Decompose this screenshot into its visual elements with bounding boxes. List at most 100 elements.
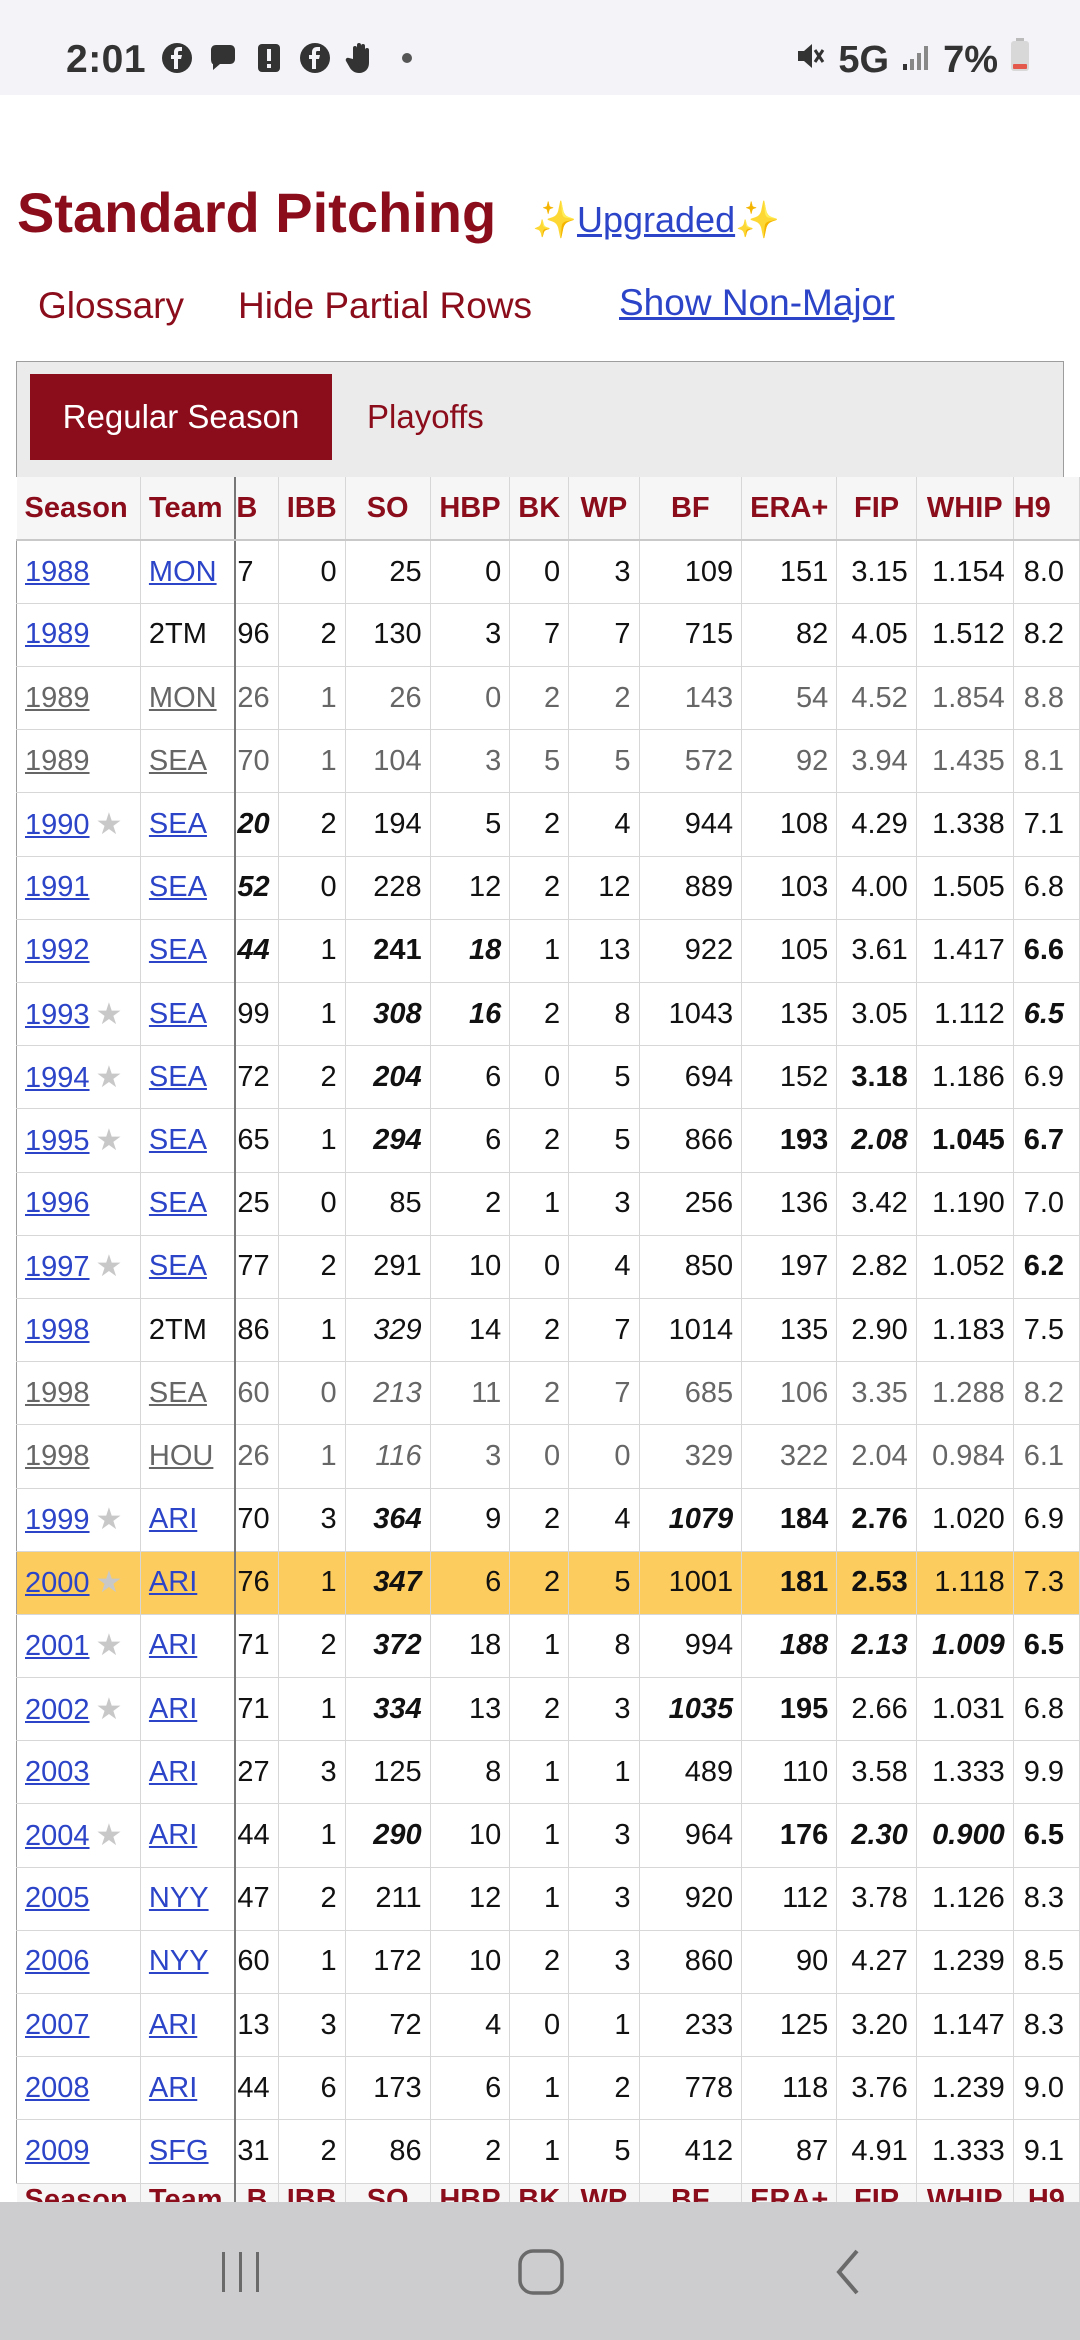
col-header-hbp[interactable]: HBP [430,477,511,542]
team-link[interactable]: SEA [148,744,207,777]
team-link[interactable]: SEA [148,871,207,904]
col-header-bf[interactable]: BF [639,477,743,542]
team-link[interactable]: NYY [148,1882,209,1915]
season-link[interactable]: 1993 [25,998,90,1031]
col-header-so[interactable]: SO [345,477,431,542]
glossary-link[interactable]: Glossary [38,285,184,326]
recent-apps-icon[interactable] [211,2242,271,2302]
stat-cell-whip: 0.900 [916,1803,1014,1868]
stat-cell-so: 290 [345,1803,431,1868]
team-link[interactable]: SEA [148,1250,207,1283]
season-link[interactable]: 1992 [25,934,90,967]
stat-cell-h9: 6.2 [1013,1235,1080,1299]
season-link[interactable]: 2006 [25,1945,90,1978]
team-link[interactable]: ARI [148,1819,198,1852]
footer-header-bk: BK [509,2183,570,2202]
home-icon[interactable] [511,2242,571,2302]
show-non-major-link[interactable]: Show Non-Major [619,282,895,323]
team-link[interactable]: ARI [148,1692,198,1725]
season-link[interactable]: 1995 [25,1124,90,1157]
team-link[interactable]: SEA [148,997,207,1030]
stat-cell-ibb: 0 [278,856,346,920]
team-link[interactable]: ARI [148,1503,198,1536]
table-row: 1996 SEA 25 0 85 2 1 3 256 136 3.42 1.190 7.0 [16,1172,1080,1236]
tab-regular-season[interactable]: Regular Season [30,374,332,460]
tab-playoffs[interactable]: Playoffs [367,398,484,435]
season-link[interactable]: 2003 [25,1755,90,1788]
season-link[interactable]: 1991 [25,871,90,904]
season-link[interactable]: 2008 [25,2071,90,2104]
season-link[interactable]: 1996 [25,1187,90,1220]
stat-cell-so: 125 [345,1740,431,1805]
team-link[interactable]: SEA [148,934,207,967]
season-link[interactable]: 2004 [25,1820,90,1853]
season-cell: 1991 [16,856,141,920]
col-header-fip[interactable]: FIP [836,477,917,542]
stat-cell-era-plus: 193 [741,1108,838,1173]
col-header-ibb[interactable]: IBB [278,477,346,542]
season-link[interactable]: 1989 [25,744,90,777]
stat-cell-fip: 3.61 [836,919,917,984]
back-icon[interactable] [818,2242,878,2302]
stat-cell-bf: 920 [639,1867,743,1931]
season-link[interactable]: 2001 [25,1630,90,1663]
stat-cell-b: 52 [235,856,279,920]
team-cell: ARI [140,1551,237,1615]
stat-cell-hbp: 3 [430,603,511,668]
stat-cell-ibb: 1 [278,729,346,794]
hide-partial-rows-link[interactable]: Hide Partial Rows [238,285,533,326]
season-link[interactable]: 2005 [25,1882,90,1915]
team-link[interactable]: ARI [148,2071,198,2104]
team-link[interactable]: SEA [148,1123,207,1156]
team-link[interactable]: ARI [148,1566,198,1599]
season-link[interactable]: 1997 [25,1251,90,1284]
col-header-h9[interactable]: H9 [1013,477,1080,542]
team-link[interactable]: ARI [148,2008,198,2041]
team-link[interactable]: SEA [148,1060,207,1093]
team-link[interactable]: SEA [148,808,207,841]
season-link[interactable]: 2007 [25,2008,90,2041]
team-link[interactable]: SEA [148,1376,207,1409]
season-link[interactable]: 1998 [25,1376,90,1409]
season-link[interactable]: 1999 [25,1504,90,1537]
col-header-era-plus[interactable]: ERA+ [741,477,838,542]
season-link[interactable]: 2009 [25,2134,90,2167]
team-link[interactable]: SFG [148,2134,209,2167]
season-link[interactable]: 1988 [25,555,90,588]
stat-cell-h9: 8.3 [1013,1867,1080,1931]
upgraded-link[interactable]: Upgraded [576,199,736,240]
stat-cell-bk: 2 [509,1488,570,1552]
stat-cell-b: 13 [235,1993,279,2058]
col-header-bk[interactable]: BK [509,477,570,542]
team-link[interactable]: MON [148,555,217,588]
stat-cell-hbp: 9 [430,1488,511,1552]
pitching-table-container[interactable]: Season Team B IBB SO HBP BK WP BF ERA+ FIP WHIP H9 1… [16,477,1080,2202]
season-cell: 1992 [16,919,141,984]
upgraded-badge[interactable]: ✨Upgraded✨ [532,199,780,241]
col-header-season[interactable]: Season [16,477,141,542]
team-link[interactable]: NYY [148,1945,209,1978]
season-cell: 1995 ★ [16,1108,141,1173]
team-link[interactable]: ARI [148,1629,198,1662]
season-link[interactable]: 2000 [25,1567,90,1600]
season-link[interactable]: 1990 [25,809,90,842]
col-header-b[interactable]: B [235,477,279,542]
team-link[interactable]: HOU [148,1439,214,1472]
team-cell: SEA [140,856,237,920]
season-link[interactable]: 1998 [25,1313,90,1346]
team-link[interactable]: MON [148,681,217,714]
stat-cell-so: 329 [345,1298,431,1363]
col-header-whip[interactable]: WHIP [916,477,1014,542]
season-link[interactable]: 1989 [25,618,90,651]
team-link[interactable]: SEA [148,1187,207,1220]
col-header-wp[interactable]: WP [568,477,640,542]
season-link[interactable]: 1989 [25,681,90,714]
col-header-team[interactable]: Team [140,477,237,542]
team-link[interactable]: ARI [148,1755,198,1788]
stat-cell-era-plus: 87 [741,2119,838,2184]
season-link[interactable]: 1998 [25,1439,90,1472]
season-link[interactable]: 1994 [25,1061,90,1094]
season-link[interactable]: 2002 [25,1693,90,1726]
stat-cell-ibb: 0 [278,1172,346,1236]
stat-cell-era-plus: 92 [741,729,838,794]
